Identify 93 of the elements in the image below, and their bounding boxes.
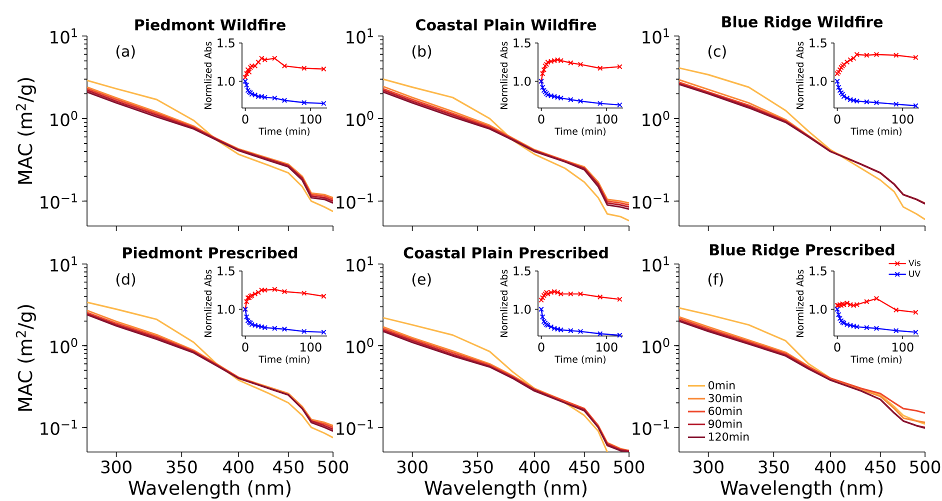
x-axis-title: Time (min) [258, 355, 310, 364]
x-tick-label: 100 [596, 114, 618, 124]
x-tick-label: 400 [518, 460, 550, 474]
x-tick-label: 400 [222, 460, 254, 474]
x-axis-title: Time (min) [554, 355, 606, 364]
y-tick-label: 10$^{0}$ [50, 338, 78, 354]
y-tick-label: 10$^{−1}$ [632, 420, 669, 435]
x-axis-title: Wavelength (nm) [720, 480, 882, 499]
y-tick-label: 10$^{−1}$ [336, 194, 373, 209]
y-tick-label: 10$^{−1}$ [40, 194, 77, 209]
x-tick-label: 100 [300, 342, 322, 352]
y-tick-label: 10$^{0}$ [346, 110, 374, 126]
x-tick-label: 300 [693, 460, 724, 474]
x-tick-label: 100 [596, 342, 618, 352]
x-tick-label: 450 [864, 460, 896, 474]
y-tick-label: 10$^{1}$ [642, 256, 669, 272]
y-tick-label: 10$^{1}$ [50, 256, 77, 272]
y-tick-label: 1.0 [218, 76, 235, 86]
x-tick-label: 100 [892, 114, 914, 124]
chart-title: Coastal Plain Prescribed [404, 246, 608, 258]
x-axis-title: Time (min) [850, 127, 902, 136]
annotation: (d) [116, 273, 136, 287]
legend-label: 90min [708, 419, 742, 428]
legend-label: 30min [708, 394, 742, 402]
x-tick-label: 350 [758, 460, 789, 474]
y-axis-title: Normlized Abs [500, 270, 508, 337]
y-tick-label: 1.0 [514, 304, 531, 314]
y-tick-label: 10$^{1}$ [50, 28, 77, 44]
x-tick-label: 450 [568, 460, 600, 474]
chart-title: Blue Ridge Prescribed [710, 244, 894, 258]
y-tick-label: 1.0 [810, 76, 827, 86]
y-tick-label: 10$^{1}$ [642, 28, 669, 44]
chart-title: Coastal Plain Wildfire [416, 18, 596, 30]
x-tick-label: 0 [834, 114, 840, 124]
y-tick-label: 1.5 [810, 266, 826, 276]
chart-title: Piedmont Wildfire [135, 18, 286, 30]
y-axis-title: Normlized Abs [796, 270, 804, 337]
x-tick-label: 300 [397, 460, 428, 474]
x-axis-title: Time (min) [850, 355, 902, 364]
y-tick-label: 1.0 [218, 304, 235, 314]
y-axis-title: Normlized Abs [204, 42, 212, 109]
y-tick-label: 1.5 [218, 38, 234, 48]
y-tick-label: 1.5 [810, 38, 826, 48]
y-tick-label: 10$^{1}$ [346, 28, 373, 44]
y-axis-title: MAC (m$^{2}$/g) [16, 78, 36, 184]
x-tick-label: 500 [910, 460, 940, 474]
x-tick-label: 0 [538, 342, 544, 352]
x-tick-label: 100 [300, 114, 322, 124]
y-tick-label: 1.5 [514, 38, 530, 48]
y-axis-title: Normlized Abs [500, 42, 508, 109]
chart-title: Blue Ridge Wildfire [722, 16, 883, 30]
y-tick-label: 10$^{−1}$ [336, 420, 373, 435]
x-tick-label: 0 [242, 114, 248, 124]
x-axis-title: Wavelength (nm) [128, 480, 290, 499]
chart-title: Piedmont Prescribed [123, 246, 298, 258]
x-axis-title: Time (min) [258, 127, 310, 136]
y-axis-title: Normlized Abs [204, 270, 212, 337]
legend-label: 0min [708, 380, 735, 390]
y-tick-label: 10$^{0}$ [642, 110, 670, 126]
annotation: (c) [708, 45, 726, 59]
x-tick-label: 450 [272, 460, 304, 474]
y-tick-label: 10$^{−1}$ [632, 194, 669, 209]
annotation: (e) [412, 273, 431, 287]
legend-label: Vis [908, 260, 920, 266]
y-tick-label: 10$^{0}$ [642, 338, 670, 354]
annotation: (f) [708, 273, 723, 287]
y-tick-label: 10$^{1}$ [346, 256, 373, 272]
y-tick-label: 1.5 [218, 266, 234, 276]
x-tick-label: 400 [814, 460, 846, 474]
legend-label: 60min [708, 406, 742, 416]
annotation: (b) [412, 45, 432, 59]
y-tick-label: 10$^{−1}$ [40, 420, 77, 435]
legend-label: 120min [709, 432, 749, 441]
y-tick-label: 10$^{0}$ [346, 338, 374, 354]
x-tick-label: 350 [462, 460, 493, 474]
x-axis-title: Time (min) [554, 127, 606, 136]
x-tick-label: 500 [318, 460, 348, 474]
x-tick-label: 300 [101, 460, 132, 474]
x-tick-label: 500 [614, 460, 644, 474]
legend-label: UV [909, 270, 920, 277]
x-tick-label: 100 [892, 342, 914, 352]
x-tick-label: 350 [166, 460, 197, 474]
x-tick-label: 0 [834, 342, 840, 352]
x-axis-title: Wavelength (nm) [424, 480, 586, 499]
y-tick-label: 1.0 [514, 76, 531, 86]
x-tick-label: 0 [242, 342, 248, 352]
x-tick-label: 0 [538, 114, 544, 124]
y-tick-label: 1.5 [514, 266, 530, 276]
y-tick-label: 1.0 [810, 304, 827, 314]
y-axis-title: MAC (m$^{2}$/g) [16, 305, 36, 411]
annotation: (a) [116, 45, 135, 59]
y-axis-title: Normlized Abs [796, 42, 804, 109]
y-tick-label: 10$^{0}$ [50, 110, 78, 126]
